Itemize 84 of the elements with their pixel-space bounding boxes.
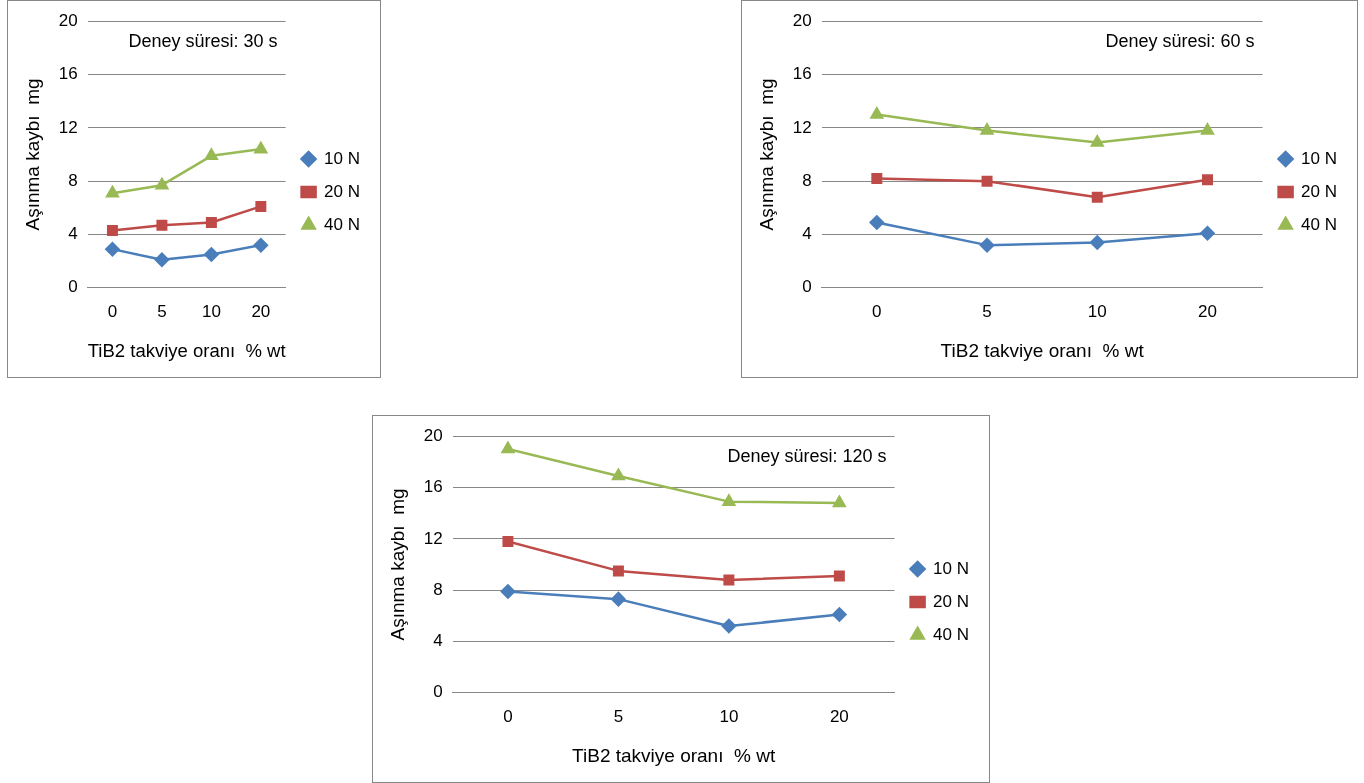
y-tick-label: 20 [423, 425, 443, 445]
point [1091, 191, 1103, 203]
x-tick-label: 0 [107, 301, 118, 321]
y-tick-label: 16 [792, 64, 812, 84]
x-tick-label: 20 [1198, 301, 1217, 321]
point [500, 584, 516, 599]
point [611, 468, 625, 481]
point [832, 607, 847, 622]
point [833, 570, 845, 582]
x-tick-label: 5 [157, 301, 167, 321]
point [204, 247, 219, 262]
y-tick-label: 0 [802, 277, 812, 297]
point [501, 441, 515, 454]
point [869, 215, 885, 230]
point [721, 618, 737, 634]
point [205, 216, 217, 228]
x-tick-label: 5 [982, 301, 992, 321]
point [1201, 123, 1214, 135]
legend-label: 40 N [933, 624, 970, 644]
point [611, 591, 626, 607]
annotation: Deney süresi: 30 s [128, 31, 278, 52]
y-tick-label: 0 [68, 277, 78, 297]
y-tick-label: 16 [58, 64, 78, 84]
point [154, 252, 170, 268]
x-tick-label: 20 [251, 301, 271, 321]
point [155, 177, 169, 190]
point [255, 200, 267, 212]
y-tick-label: 4 [68, 224, 78, 244]
point [106, 185, 119, 198]
point [871, 173, 883, 184]
legend-label: 20 N [933, 591, 970, 611]
y-axis-title: Aşınma kaybı mg [386, 488, 408, 641]
x-tick-label: 5 [613, 706, 624, 726]
y-tick-label: 12 [58, 117, 78, 137]
y-tick-label: 16 [423, 477, 443, 497]
legend-label: 20 N [1301, 181, 1338, 201]
point [106, 224, 118, 236]
y-tick-label: 4 [433, 631, 443, 651]
x-tick-label: 0 [872, 301, 882, 321]
legend-label: 10 N [1301, 148, 1338, 168]
x-tick-label: 10 [1087, 301, 1107, 321]
y-axis-title: Aşınma kaybı mg [755, 78, 777, 231]
y-tick-label: 0 [433, 682, 443, 702]
point [723, 574, 735, 586]
point [204, 148, 218, 161]
y-tick-label: 12 [423, 528, 443, 548]
point [722, 494, 736, 506]
x-tick-label: 10 [719, 706, 739, 726]
y-tick-label: 20 [792, 10, 812, 30]
point [981, 175, 993, 187]
point [832, 495, 846, 508]
x-tick-label: 20 [829, 706, 849, 726]
x-axis-title: TiB2 takviye oranı % wt [572, 744, 776, 766]
annotation: Deney süresi: 60 s [1105, 31, 1255, 52]
legend-label: 10 N [324, 148, 361, 168]
point [980, 123, 994, 135]
y-tick-label: 8 [433, 579, 443, 599]
annotation: Deney süresi: 120 s [727, 446, 887, 467]
point [870, 107, 884, 119]
point [254, 141, 268, 154]
x-axis-title: TiB2 takviye oranı % wt [87, 339, 287, 361]
y-tick-label: 4 [802, 224, 812, 244]
y-tick-label: 8 [802, 170, 812, 190]
point [1090, 235, 1105, 250]
point [1200, 225, 1215, 241]
y-tick-label: 8 [68, 170, 78, 190]
point [612, 565, 624, 577]
legend-label: 20 N [324, 181, 361, 201]
legend-label: 40 N [324, 214, 361, 234]
y-axis-title: Aşınma kaybı mg [21, 78, 43, 231]
point [979, 237, 995, 253]
x-axis-title: TiB2 takviye oranı % wt [940, 339, 1145, 361]
legend-label: 10 N [933, 558, 970, 578]
y-tick-label: 20 [58, 10, 78, 30]
point [253, 237, 269, 253]
x-tick-label: 0 [503, 706, 513, 726]
x-tick-label: 10 [201, 301, 221, 321]
point [1090, 135, 1104, 147]
point [502, 535, 514, 547]
point [105, 241, 120, 257]
point [1201, 174, 1213, 186]
y-tick-label: 12 [792, 117, 812, 137]
legend-label: 40 N [1301, 214, 1338, 234]
point [156, 219, 168, 231]
